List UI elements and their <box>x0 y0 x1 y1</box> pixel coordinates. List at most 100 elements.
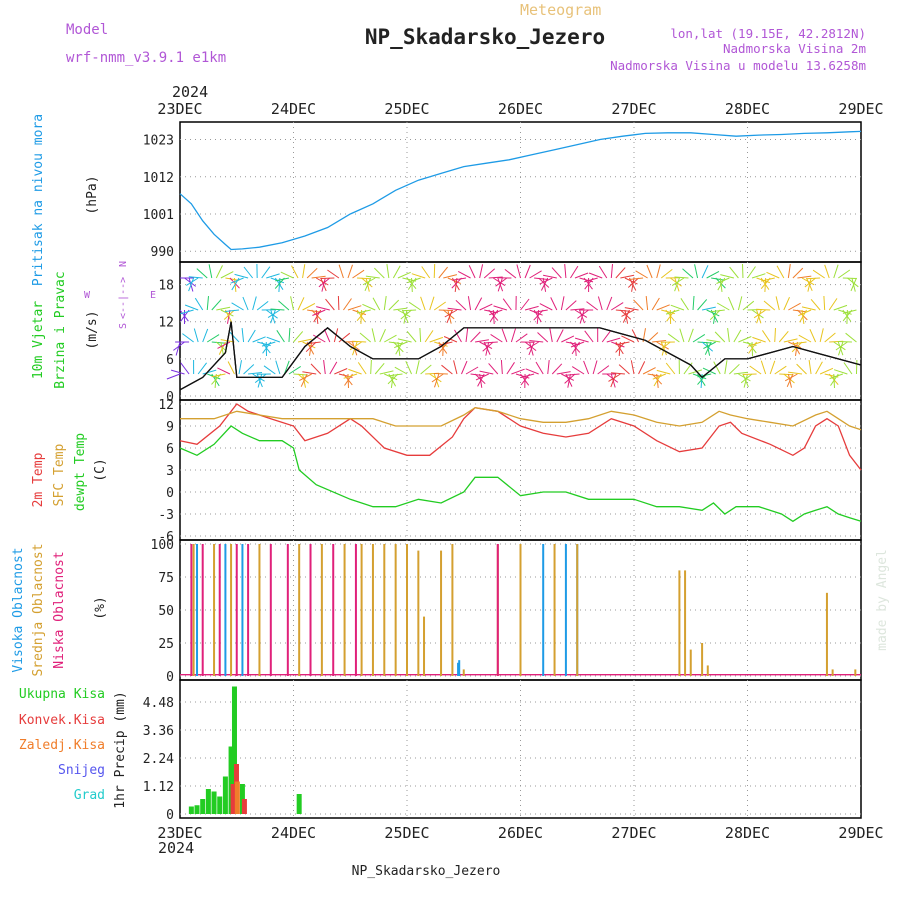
wind-barb <box>451 277 462 289</box>
panel-1: 0 6 12 18 <box>158 261 862 405</box>
station-title: NP_Skadarsko_Jezero <box>365 25 605 49</box>
wind-barb <box>307 309 321 313</box>
wind-barb <box>465 328 469 343</box>
wind-barb <box>642 367 656 375</box>
wind-barb <box>812 269 825 279</box>
bar <box>564 544 567 676</box>
wind-barb <box>217 367 231 375</box>
wind-barb <box>776 265 785 279</box>
wind-barb <box>615 341 626 353</box>
wind-barb <box>679 328 685 343</box>
wind-barb <box>323 360 326 375</box>
cloud-unit: (%) <box>93 596 108 619</box>
precip-label-frozen: Zaledj.Kisa <box>19 738 105 753</box>
wind-barb <box>475 373 489 381</box>
wind-barb <box>390 373 394 388</box>
bar <box>217 796 223 814</box>
wind-barb <box>312 309 326 316</box>
wind-barb <box>467 296 472 311</box>
wind-barb <box>801 306 816 311</box>
wind-barb <box>215 265 223 279</box>
bar <box>417 550 420 676</box>
wind-barb <box>267 309 281 319</box>
wind-barb <box>784 373 798 382</box>
wind-barb <box>729 266 739 279</box>
series-line <box>180 407 862 431</box>
wind-barb <box>630 360 635 375</box>
wind-barb <box>783 296 790 311</box>
wind-barb <box>441 364 453 375</box>
year-label-top: 2024 <box>172 83 208 101</box>
wind-barb <box>188 277 195 292</box>
wind-barb <box>299 373 312 382</box>
wind-barb <box>778 330 789 343</box>
wind-barb <box>709 309 721 321</box>
bar <box>309 544 312 676</box>
wind-barb <box>429 336 444 343</box>
bar <box>269 544 272 676</box>
model-label: Model <box>66 22 108 38</box>
bar <box>222 776 228 814</box>
wind-barb <box>779 373 794 376</box>
wind-barb <box>302 371 317 375</box>
wind-barb <box>457 270 471 279</box>
wind-barb <box>688 369 703 375</box>
y-tick-label: 12 <box>158 398 174 413</box>
wind-unit: (m/s) <box>85 310 100 349</box>
wind-barb <box>257 373 263 388</box>
wind-barb <box>533 309 544 321</box>
wind-barb <box>309 341 313 356</box>
wind-barb <box>766 271 780 279</box>
wind-barb <box>688 328 694 343</box>
wind-barb <box>510 328 516 343</box>
pressure-label: Pritisak na nivou mora <box>31 114 46 286</box>
wind-barb <box>697 341 712 344</box>
wind-barb <box>792 267 804 279</box>
wind-barb <box>497 277 503 292</box>
wind-barb <box>694 264 699 279</box>
wind-barb <box>633 299 644 311</box>
wind-barb <box>334 368 348 375</box>
time-label-bottom: 27DEC <box>611 824 656 842</box>
wind-barb <box>218 341 226 355</box>
wind-barb <box>388 341 403 345</box>
wind-barb <box>184 304 199 311</box>
wind-barb <box>175 341 181 356</box>
wind-barb <box>529 340 544 343</box>
bar <box>423 616 426 676</box>
wind-barb <box>570 341 585 348</box>
wind-barb <box>775 296 780 311</box>
wind-barb <box>419 327 422 343</box>
wind-barb <box>543 274 557 279</box>
y-tick-label: 1023 <box>143 134 174 149</box>
wind-barb <box>713 361 721 375</box>
wind-barb <box>461 360 468 375</box>
bar <box>201 544 204 676</box>
bar <box>689 649 692 676</box>
bar <box>496 544 499 676</box>
wind-barb <box>792 341 807 345</box>
wind-barb <box>520 298 530 311</box>
wind-barb <box>379 370 394 375</box>
wind-barb <box>386 264 390 279</box>
wind-barb <box>321 277 326 292</box>
temp-label-sfc: SFC Temp <box>52 444 67 507</box>
wind-barb <box>674 276 689 279</box>
wind-barb <box>263 365 276 375</box>
wind-barb <box>769 360 776 375</box>
wind-barb <box>362 303 376 311</box>
wind-barb <box>786 373 794 388</box>
wind-barb <box>597 296 603 311</box>
bar <box>343 544 346 676</box>
wind-barb <box>638 361 646 375</box>
cloud-label-low: Niska Oblacnost <box>52 551 67 668</box>
y-tick-label: 4.48 <box>143 696 174 711</box>
wind-barb <box>248 372 263 375</box>
wind-label-1: 10m Vjetar <box>31 301 46 379</box>
precip-label-total: Ukupna Kisa <box>19 687 105 702</box>
wind-barb <box>680 298 689 311</box>
wind-barb <box>806 277 821 280</box>
wind-barb <box>227 309 231 324</box>
wind-barb <box>446 309 453 324</box>
wind-barb <box>316 306 330 311</box>
